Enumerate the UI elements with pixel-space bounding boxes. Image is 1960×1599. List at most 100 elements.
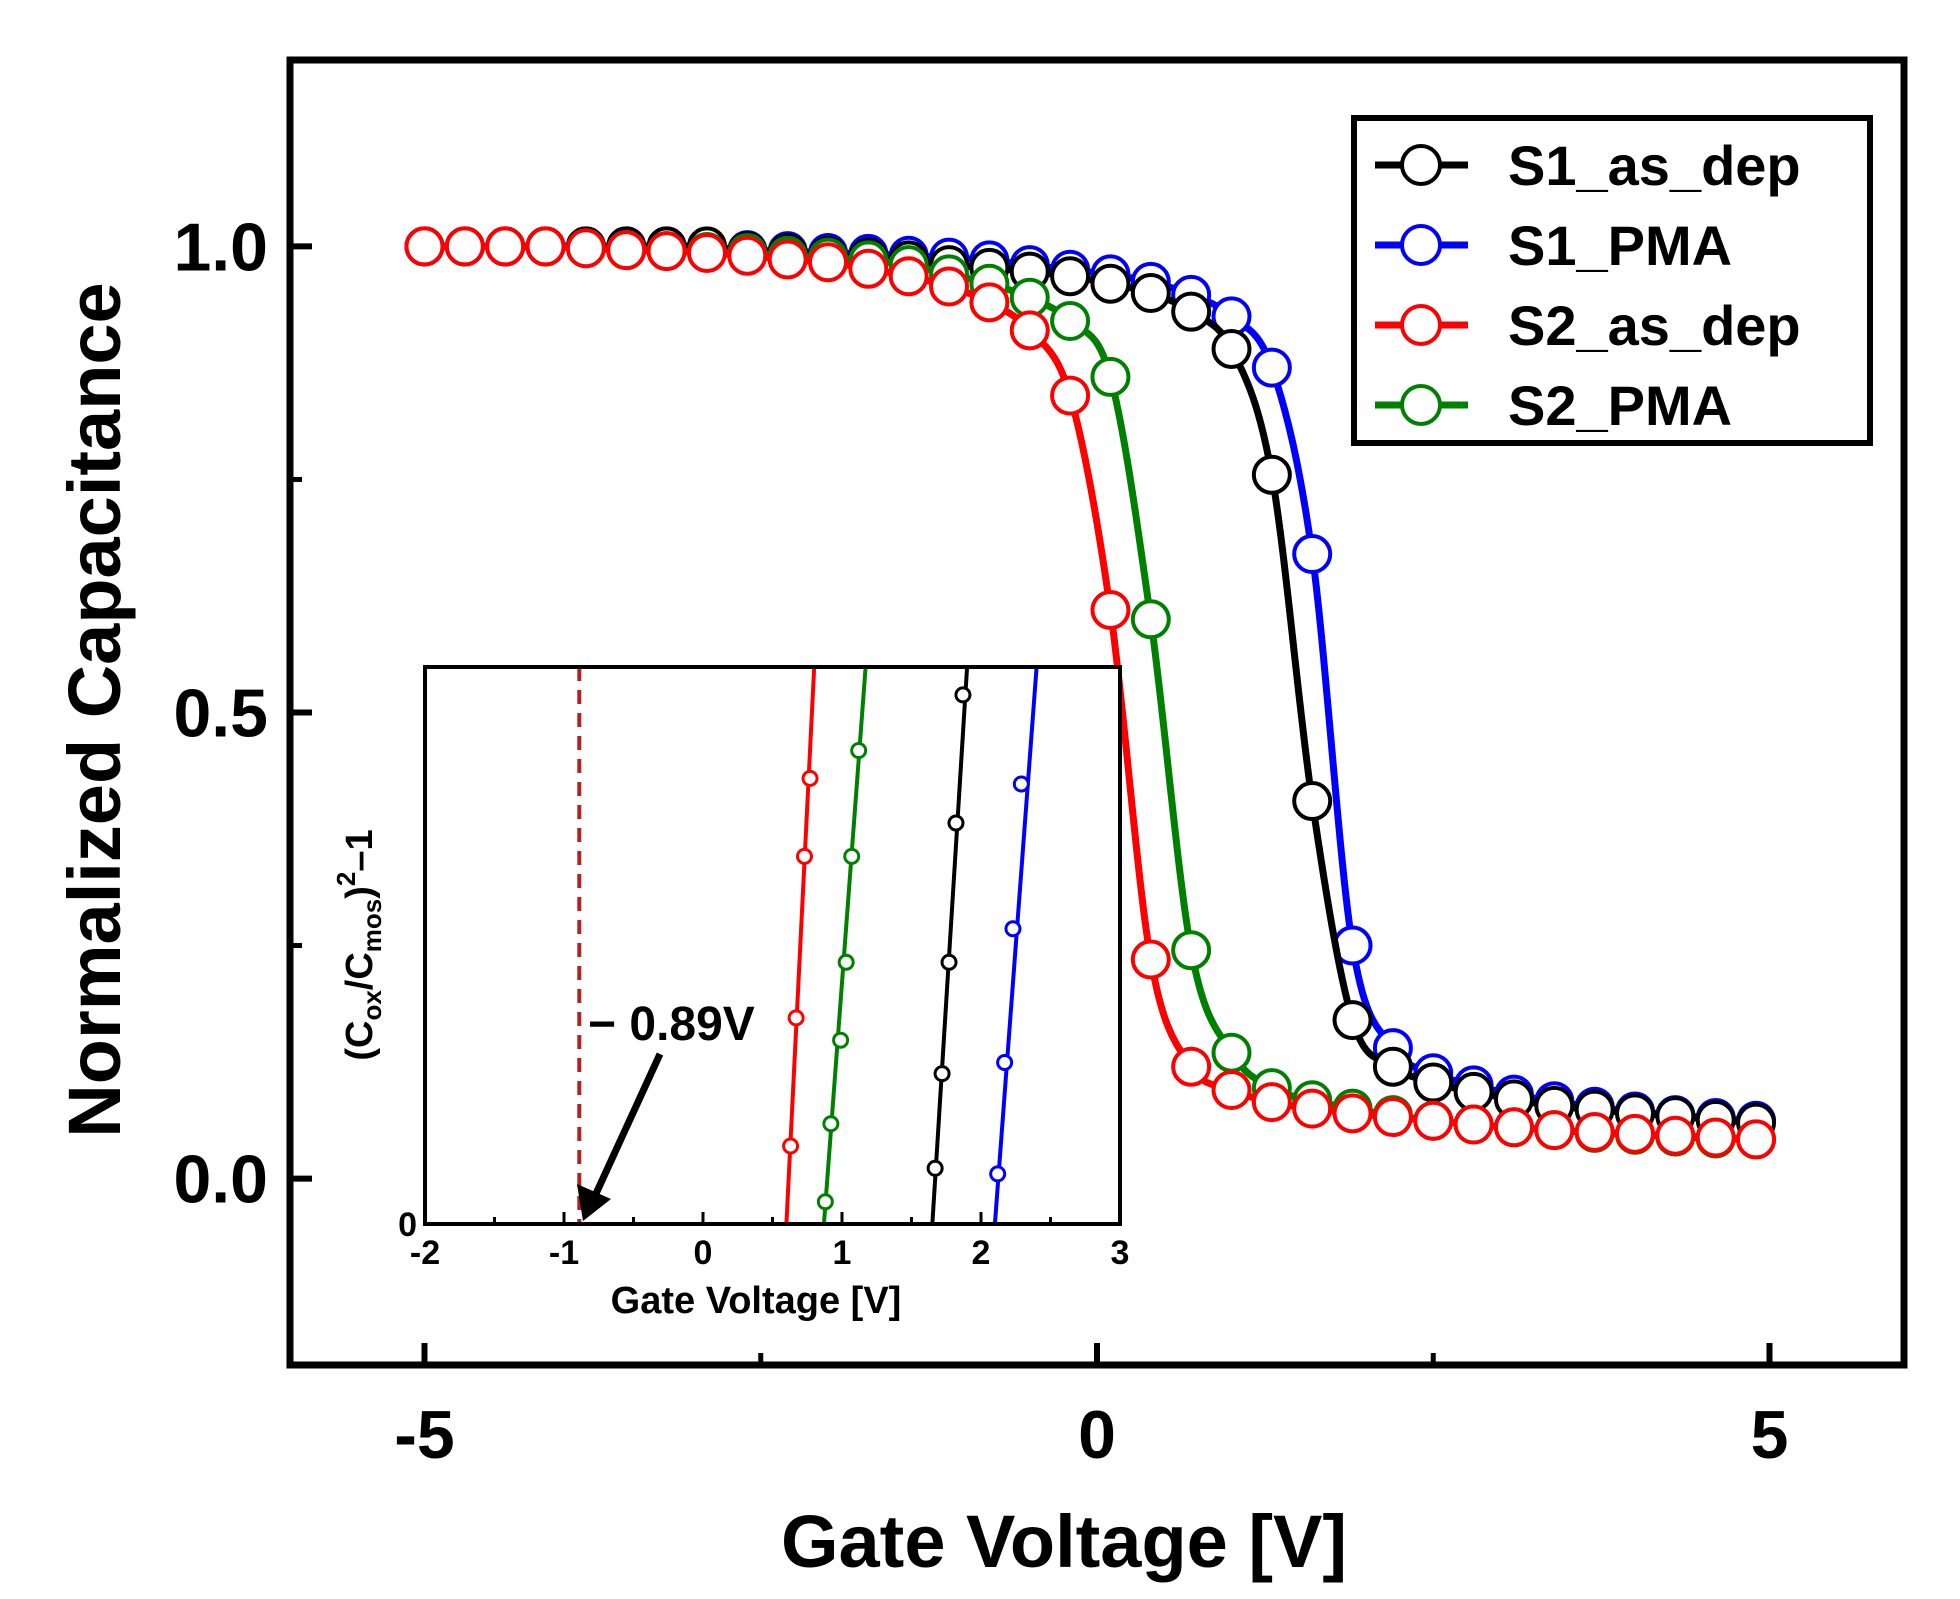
y-tick-label: 1.0: [173, 209, 268, 285]
inset-data-point: [850, 742, 868, 760]
inset-axis-ticks: -2 -1 0 1 2 3 0: [398, 1206, 1129, 1272]
inset-background: [425, 667, 1120, 1224]
data-point: [1251, 347, 1292, 388]
data-point: [969, 282, 1010, 323]
inset-data-point: [801, 769, 819, 787]
inset-data-point: [782, 1137, 800, 1155]
legend-entries: S1_as_dep S1_PMA S2_as_dep S2_PMA: [1375, 134, 1801, 437]
inset-data-point: [843, 847, 861, 865]
inset-series-s2-pma: [816, 666, 868, 1225]
legend-label: S2_as_dep: [1508, 294, 1801, 357]
inset-x-tick-label: -1: [549, 1234, 579, 1272]
legend-entry-s2-as-dep: S2_as_dep: [1375, 294, 1801, 357]
y-tick-label: 0.0: [173, 1142, 268, 1218]
data-point: [1090, 589, 1131, 630]
data-point: [888, 256, 929, 297]
inset-data-point: [996, 1053, 1014, 1071]
inset-series-line: [930, 666, 970, 1225]
data-point: [1130, 273, 1171, 314]
legend-entry-s1-pma: S1_PMA: [1375, 214, 1732, 277]
data-point: [1009, 277, 1050, 318]
data-point: [1453, 1104, 1494, 1145]
legend-label: S2_PMA: [1508, 374, 1732, 437]
data-point: [1413, 1100, 1454, 1141]
inset-data-point: [926, 1159, 944, 1177]
data-point: [1050, 301, 1091, 341]
data-point: [1251, 1082, 1292, 1123]
legend-marker: [1400, 384, 1442, 426]
data-point: [404, 226, 445, 267]
data-point: [1292, 534, 1333, 575]
main-axis-ticks: -5 0 5 0.0 0.5 1.0: [173, 209, 1788, 1473]
data-point: [1332, 1000, 1373, 1041]
data-point: [1493, 1107, 1534, 1148]
legend: S1_as_dep S1_PMA S2_as_dep S2_PMA: [1351, 115, 1873, 446]
data-point: [1171, 291, 1212, 332]
inset-x-tick-label: 0: [694, 1234, 713, 1272]
data-point: [1251, 454, 1292, 495]
annotation-arrow-shaft: [590, 1052, 664, 1200]
inset-data-point: [933, 1065, 951, 1083]
legend-entry-s2-pma: S2_PMA: [1375, 374, 1732, 437]
data-point: [1130, 599, 1171, 640]
inset-x-tick-label: 1: [833, 1234, 852, 1272]
data-point: [1574, 1111, 1615, 1152]
inset-y-axis-label: (Cox/Cmos)2–1: [331, 829, 387, 1060]
data-point: [1695, 1117, 1736, 1158]
x-tick-label: 0: [1078, 1397, 1116, 1473]
main-series-group: [404, 226, 1777, 1160]
data-point: [1009, 310, 1050, 351]
inset-data-point: [787, 1009, 805, 1027]
data-point: [1736, 1119, 1777, 1160]
data-point: [1615, 1113, 1655, 1154]
inset-data-point: [1004, 920, 1022, 938]
data-point: [1050, 256, 1091, 297]
data-point: [1534, 1110, 1575, 1151]
inset-series-s1-as-dep: [926, 666, 972, 1225]
inset-data-point: [816, 1193, 834, 1211]
inset-x-axis-label: Gate Voltage [V]: [611, 1280, 902, 1322]
data-point: [767, 239, 808, 280]
inset-data-point: [832, 1031, 850, 1049]
data-point: [1090, 263, 1131, 304]
main-x-axis-label: Gate Voltage [V]: [781, 1500, 1347, 1583]
data-point: [1130, 939, 1171, 980]
data-point: [1171, 930, 1212, 971]
annotation-arrow-head: [577, 1184, 611, 1221]
main-y-axis-label: Normalized Capacitance: [53, 282, 136, 1137]
threshold-annotation: − 0.89V: [588, 998, 755, 1051]
inset-data-point: [947, 814, 965, 832]
data-point: [606, 230, 647, 271]
x-tick-label: -5: [394, 1397, 454, 1473]
data-point: [848, 248, 889, 289]
inset-data-point: [822, 1115, 840, 1133]
data-point: [727, 235, 768, 276]
legend-marker: [1400, 224, 1442, 266]
data-point: [808, 242, 848, 283]
legend-marker: [1400, 304, 1442, 346]
data-point: [1372, 1046, 1413, 1087]
data-point: [646, 231, 687, 272]
inset-x-tick-label: 2: [972, 1234, 991, 1272]
data-point: [485, 226, 526, 267]
inset-x-tick-label: 3: [1111, 1234, 1130, 1272]
legend-entry-s1-as-dep: S1_as_dep: [1375, 134, 1801, 197]
data-point: [565, 228, 606, 269]
data-point: [1413, 1062, 1454, 1103]
inset-data-point: [940, 953, 958, 971]
data-point: [1171, 1046, 1212, 1087]
data-point: [686, 232, 727, 273]
inset-data-point: [989, 1165, 1007, 1183]
data-point: [1211, 1032, 1252, 1073]
inset-data-point: [954, 686, 972, 704]
data-point: [1211, 328, 1252, 369]
inset-series-group: [577, 666, 1039, 1225]
inset-y-tick-label: 0: [398, 1206, 417, 1244]
legend-label: S1_as_dep: [1508, 134, 1801, 197]
data-point: [525, 226, 566, 267]
inset-series-line: [992, 666, 1039, 1225]
data-point: [1090, 356, 1131, 397]
inset-data-point: [837, 953, 855, 971]
data-point: [1372, 1097, 1413, 1138]
